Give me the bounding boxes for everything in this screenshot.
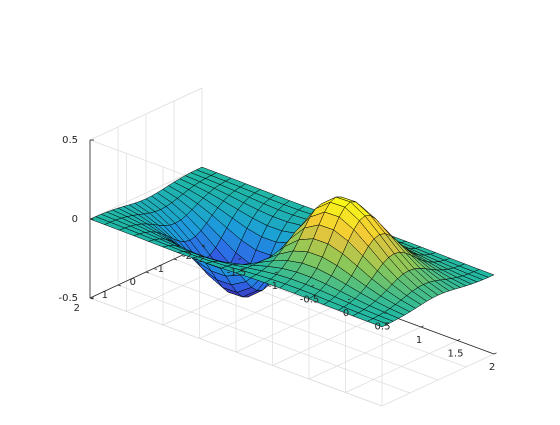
x-tick bbox=[274, 271, 278, 274]
surface-patch bbox=[367, 318, 388, 328]
x-tick bbox=[493, 352, 497, 355]
x-tick bbox=[347, 298, 351, 301]
y-tick bbox=[201, 245, 206, 248]
tick-marks bbox=[89, 139, 497, 355]
x-tick-label: -1.5 bbox=[227, 268, 247, 279]
x-tick-label: 0.5 bbox=[375, 322, 391, 333]
z-tick-label: -0.5 bbox=[58, 293, 78, 304]
z-tick-label: 0 bbox=[72, 214, 78, 225]
y-tick bbox=[117, 284, 122, 287]
y-tick-label: 1 bbox=[102, 290, 108, 301]
x-tick-label: 1 bbox=[416, 335, 422, 346]
grid-line bbox=[89, 87, 203, 141]
y-tick-label: 2 bbox=[74, 303, 80, 314]
y-tick bbox=[173, 258, 178, 261]
x-tick-label: 2 bbox=[489, 362, 495, 373]
surface-mesh bbox=[89, 166, 495, 328]
grid-line bbox=[89, 297, 383, 407]
grid-line bbox=[89, 166, 203, 220]
x-tick bbox=[420, 325, 424, 328]
x-tick bbox=[311, 284, 315, 287]
x-tick bbox=[238, 257, 242, 260]
y-tick-label: -2 bbox=[182, 251, 192, 262]
x-tick bbox=[384, 311, 388, 314]
z-tick-label: 0.5 bbox=[62, 135, 78, 146]
x-tick-label: -2 bbox=[195, 254, 205, 265]
x-tick-label: -0.5 bbox=[300, 295, 320, 306]
grid-line bbox=[145, 271, 439, 381]
grid-line bbox=[117, 284, 411, 394]
x-tick-label: 1.5 bbox=[448, 349, 464, 360]
x-tick bbox=[457, 338, 461, 341]
y-tick-label: 0 bbox=[130, 277, 136, 288]
y-tick bbox=[145, 271, 150, 274]
x-tick-label: 0 bbox=[343, 308, 349, 319]
y-tick-label: -1 bbox=[154, 264, 164, 275]
x-tick-label: -1 bbox=[268, 281, 278, 292]
